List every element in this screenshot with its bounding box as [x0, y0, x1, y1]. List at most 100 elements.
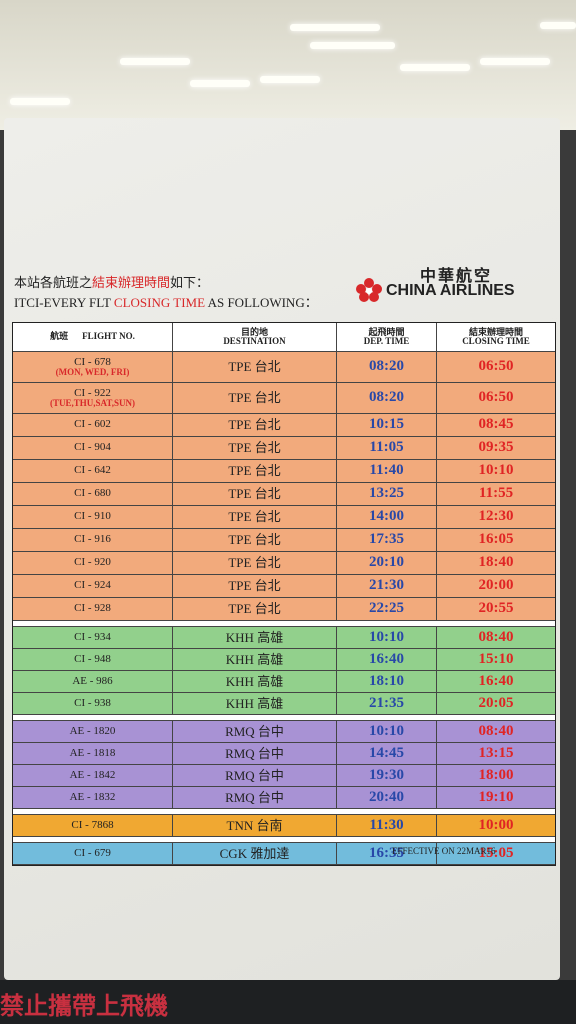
- header-zh: 起飛時間: [368, 326, 405, 337]
- dest-cell: TPE 台北: [173, 529, 337, 551]
- flight-row: CI - 938 KHH 高雄 21:35 20:05: [13, 693, 555, 715]
- dep-cell: 10:10: [337, 627, 437, 648]
- flight-days: (MON, WED, FRI): [55, 367, 130, 378]
- header-line-zh: 本站各航班之結束辦理時間如下：: [14, 272, 209, 291]
- flight-no: AE - 1842: [69, 768, 116, 781]
- dep-time: 10:10: [369, 722, 404, 739]
- flight-no: AE - 1832: [69, 790, 116, 803]
- flight-cell: AE - 1832: [13, 787, 173, 808]
- logo-flower: [356, 278, 382, 302]
- flight-cell: CI - 922 (TUE,THU,SAT,SUN): [13, 383, 173, 413]
- flight-no: CI - 602: [74, 418, 111, 431]
- closing-time: 15:10: [478, 650, 514, 667]
- flight-no: CI - 642: [74, 464, 111, 477]
- flight-row: CI - 642 TPE 台北 11:40 10:10: [13, 460, 555, 483]
- dep-cell: 14:00: [337, 506, 437, 528]
- dep-time: 08:20: [369, 389, 404, 406]
- bottom-sign: 禁止攜帶上飛機: [0, 994, 168, 1020]
- dest-cell: TPE 台北: [173, 414, 337, 436]
- header-en: DEP. TIME: [363, 336, 410, 346]
- closing-time: 08:40: [478, 722, 514, 739]
- flight-no: AE - 986: [72, 674, 113, 687]
- flight-row: CI - 922 (TUE,THU,SAT,SUN) TPE 台北 08:20 06:5…: [13, 383, 555, 414]
- dep-cell: 18:10: [337, 671, 437, 692]
- header-cell: 起飛時間 DEP. TIME: [337, 323, 437, 351]
- flight-row: AE - 1820 RMQ 台中 10:10 08:40: [13, 721, 555, 743]
- close-cell: 09:35: [437, 437, 555, 459]
- dest-cell: CGK 雅加達: [173, 843, 337, 864]
- close-cell: 20:05: [437, 693, 555, 714]
- text: 如下：: [170, 275, 210, 290]
- flight-row: CI - 920 TPE 台北 20:10 18:40: [13, 552, 555, 575]
- dep-time: 19:30: [369, 766, 404, 783]
- destination: TPE 台北: [228, 463, 281, 479]
- destination: TPE 台北: [228, 555, 281, 571]
- closing-time: 18:40: [478, 554, 514, 571]
- group-gap: [13, 837, 555, 843]
- dep-cell: 16:35: [337, 843, 437, 864]
- flight-cell: CI - 948: [13, 649, 173, 670]
- flight-cell: CI - 938: [13, 693, 173, 714]
- dep-time: 11:40: [369, 462, 404, 479]
- flight-no: CI - 948: [74, 652, 111, 665]
- flight-cell: CI - 924: [13, 575, 173, 597]
- close-cell: 08:40: [437, 721, 555, 742]
- close-cell: 15:10: [437, 649, 555, 670]
- flight-cell: CI - 602: [13, 414, 173, 436]
- dep-time: 16:35: [369, 844, 404, 861]
- closing-time: 13:15: [478, 744, 514, 761]
- flight-no: CI - 922: [74, 386, 111, 399]
- flight-row: CI - 948 KHH 高雄 16:40 15:10: [13, 649, 555, 671]
- dep-time: 18:10: [369, 672, 404, 689]
- dep-time: 17:35: [369, 531, 404, 548]
- dest-cell: RMQ 台中: [173, 721, 337, 742]
- flight-no: CI - 680: [74, 487, 111, 500]
- close-cell: 20:55: [437, 598, 555, 620]
- dest-cell: RMQ 台中: [173, 765, 337, 786]
- close-cell: 18:00: [437, 765, 555, 786]
- destination: RMQ 台中: [225, 723, 284, 739]
- flight-row: CI - 904 TPE 台北 11:05 09:35: [13, 437, 555, 460]
- flight-row: CI - 680 TPE 台北 13:25 11:55: [13, 483, 555, 506]
- closing-time: 19:10: [478, 788, 514, 805]
- dep-cell: 11:05: [337, 437, 437, 459]
- flight-no: CI - 934: [74, 630, 111, 643]
- flight-cell: CI - 904: [13, 437, 173, 459]
- destination: KHH 高雄: [225, 651, 284, 667]
- header-en: CLOSING TIME: [462, 336, 530, 346]
- flight-cell: AE - 1818: [13, 743, 173, 764]
- dest-cell: KHH 高雄: [173, 649, 337, 670]
- lamp: [540, 22, 576, 29]
- text-highlight: 結束辦理時間: [92, 275, 171, 290]
- closing-time: 20:05: [478, 694, 514, 711]
- dest-cell: TPE 台北: [173, 460, 337, 482]
- flight-row: CI - 916 TPE 台北 17:35 16:05: [13, 529, 555, 552]
- text: ITCI-EVERY FLT: [14, 295, 114, 310]
- closing-time: 15:05: [478, 844, 514, 861]
- dest-cell: KHH 高雄: [173, 671, 337, 692]
- counter: [0, 980, 576, 1024]
- destination: KHH 高雄: [225, 673, 284, 689]
- closing-time: 12:30: [478, 508, 514, 525]
- lamp: [480, 58, 550, 65]
- flight-row: AE - 986 KHH 高雄 18:10 16:40: [13, 671, 555, 693]
- closing-time: 16:40: [478, 672, 514, 689]
- flight-no: CI - 904: [74, 441, 111, 454]
- flight-cell: CI - 934: [13, 627, 173, 648]
- group-gap: [13, 809, 555, 815]
- destination: TNN 台南: [226, 817, 283, 833]
- ceiling: [0, 0, 576, 130]
- dep-time: 21:35: [369, 694, 404, 711]
- flight-no: CI - 679: [74, 846, 111, 859]
- destination: TPE 台北: [228, 390, 281, 406]
- dep-cell: 11:40: [337, 460, 437, 482]
- flight-row: CI - 934 KHH 高雄 10:10 08:40: [13, 627, 555, 649]
- lamp: [290, 24, 380, 31]
- flight-cell: CI - 642: [13, 460, 173, 482]
- dep-cell: 08:20: [337, 383, 437, 413]
- close-cell: 16:40: [437, 671, 555, 692]
- flight-days: (TUE,THU,SAT,SUN): [50, 398, 135, 409]
- dest-cell: TPE 台北: [173, 552, 337, 574]
- dep-time: 08:20: [369, 358, 404, 375]
- dep-time: 20:10: [369, 554, 404, 571]
